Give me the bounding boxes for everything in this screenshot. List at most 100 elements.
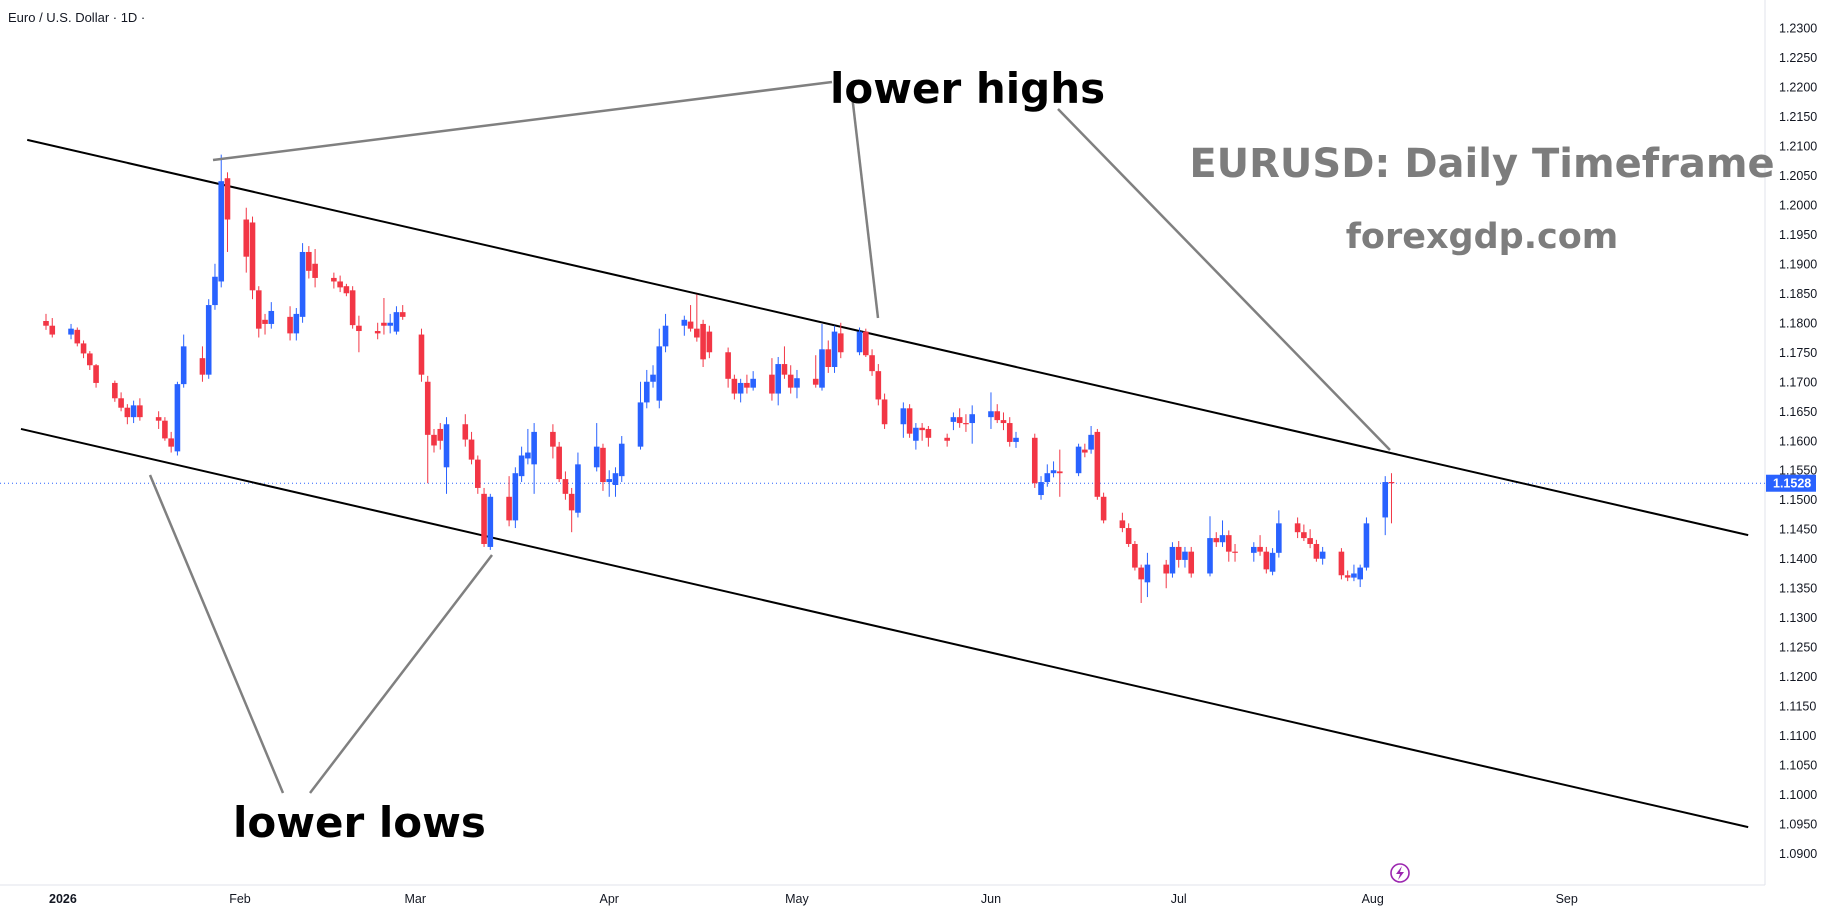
y-tick-label: 1.1650 [1779, 405, 1817, 419]
candle-body [944, 437, 950, 441]
candle [556, 441, 562, 483]
candle-body [856, 331, 863, 353]
candle [93, 364, 99, 388]
candle [518, 446, 525, 483]
candle [180, 334, 187, 388]
y-tick-label: 1.1200 [1779, 670, 1817, 684]
candle [205, 299, 212, 379]
candle [1013, 431, 1019, 448]
candle-body [1388, 482, 1395, 484]
alert-marker[interactable] [1390, 863, 1410, 883]
candle-body [812, 378, 819, 385]
candle [1082, 443, 1088, 458]
candle-body [906, 408, 913, 434]
candle [462, 414, 469, 447]
candle-body [831, 331, 838, 368]
candle-body [356, 325, 362, 332]
candle [1125, 523, 1132, 547]
candle [794, 369, 800, 399]
channel-lower-line [20, 427, 1749, 829]
y-tick-label: 1.1500 [1779, 493, 1817, 507]
candle [331, 272, 337, 289]
candle-body [637, 402, 644, 447]
y-tick-label: 1.1400 [1779, 552, 1817, 566]
candle [1307, 529, 1313, 549]
candle [1363, 517, 1370, 571]
candle-body [80, 343, 87, 354]
candle-body [399, 312, 406, 317]
candle-body [1094, 431, 1101, 497]
candle-body [794, 378, 800, 388]
candle-body [205, 305, 212, 375]
candle [1269, 548, 1276, 576]
time-axis[interactable]: 2026 Feb Mar Apr May Jun Jul Aug Sep [0, 884, 1765, 906]
candle-body [1132, 543, 1138, 568]
candle-body [681, 319, 688, 326]
candle-body [950, 417, 957, 422]
candle [643, 369, 650, 409]
candle-body [249, 222, 256, 291]
candle [268, 302, 275, 329]
candle [812, 355, 819, 388]
candle-body [1351, 573, 1357, 578]
candle [1088, 426, 1094, 454]
candle-body [431, 434, 437, 446]
candle-body [518, 455, 525, 477]
candle-body [1257, 546, 1263, 552]
annotation-lower-lows: lower lows [233, 798, 486, 847]
candle [387, 313, 393, 334]
x-tick-label: 2026 [49, 892, 77, 906]
candle-body [1075, 446, 1082, 474]
candle [262, 313, 268, 335]
candle [137, 398, 143, 421]
candle [249, 216, 256, 300]
candle-body [468, 439, 475, 460]
candle [287, 306, 293, 341]
candle-body [731, 378, 738, 394]
candle-body [568, 493, 575, 511]
candle [1094, 428, 1101, 500]
candle-body [875, 371, 882, 400]
candle-body [618, 443, 625, 477]
candle [1050, 461, 1057, 478]
candle [475, 455, 481, 494]
candle-body [287, 316, 293, 334]
y-tick-label: 1.1100 [1779, 729, 1816, 743]
y-tick-label: 1.1000 [1779, 788, 1817, 802]
candle-body [994, 411, 1001, 421]
annotation-texts: lower highs lower lows EURUSD: Daily Tim… [233, 64, 1775, 847]
candle-body [556, 446, 562, 480]
pointer-low-1 [148, 474, 285, 794]
candle-body [1269, 552, 1276, 572]
candle-body [650, 374, 656, 382]
candle [1263, 546, 1270, 574]
candle-body [769, 374, 775, 394]
candle-body [130, 405, 137, 418]
candle [906, 404, 913, 438]
price-axis[interactable]: 1.0900 1.0950 1.1000 1.1050 1.1100 1.1150 1.12… [1764, 0, 1817, 885]
candle-body [1100, 496, 1107, 521]
candle [80, 340, 87, 359]
candle [863, 328, 869, 357]
pointer-low-2 [309, 554, 493, 794]
candle-body [1251, 546, 1257, 553]
candle-body [919, 427, 925, 431]
candle [525, 428, 531, 465]
candle-body [1219, 535, 1226, 543]
candle-body [1050, 470, 1057, 474]
candle-body [643, 381, 650, 403]
candle [687, 305, 694, 332]
candle-body [825, 349, 832, 368]
candle [1301, 524, 1307, 542]
y-tick-label: 1.2200 [1779, 80, 1817, 94]
candle-body [387, 322, 393, 326]
chart-pane[interactable] [0, 0, 1765, 885]
symbol-legend[interactable]: Euro / U.S. Dollar · 1D · [8, 10, 145, 25]
candle-body [787, 374, 794, 388]
candle-body [1169, 546, 1176, 574]
candle [1100, 492, 1107, 524]
candle-body [112, 382, 118, 399]
candle [1031, 433, 1038, 488]
candle-body [900, 408, 907, 425]
